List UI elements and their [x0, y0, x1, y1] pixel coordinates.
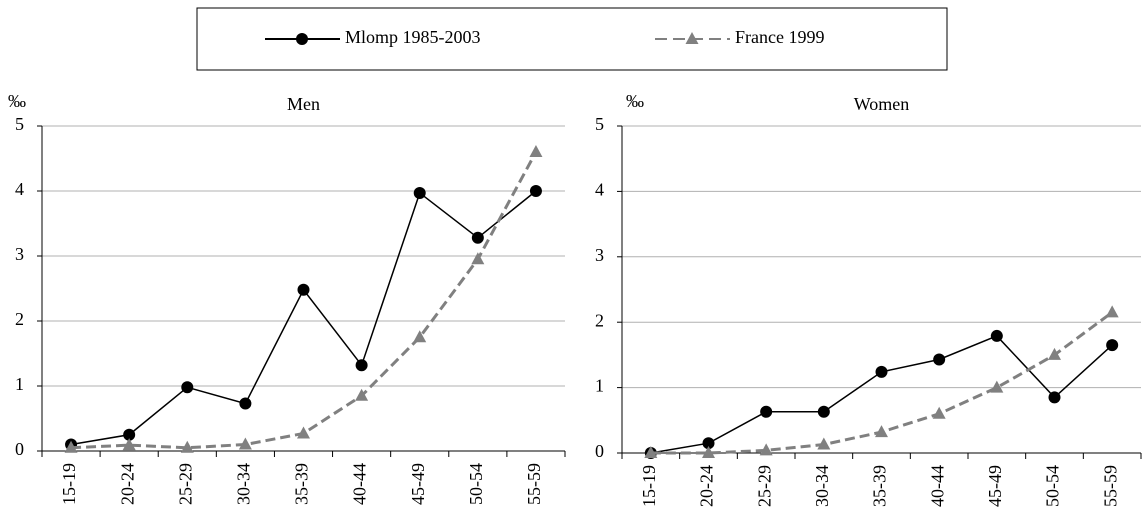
- triangle-marker: [702, 446, 715, 458]
- circle-marker: [529, 185, 542, 197]
- circle-marker: [123, 428, 136, 441]
- triangle-marker: [122, 438, 136, 451]
- x-tick-label: 30-34: [812, 465, 832, 507]
- x-tick-label: 35-39: [292, 463, 312, 505]
- y-tick-label: 3: [595, 245, 604, 265]
- circle-marker: [933, 353, 946, 366]
- triangle-marker: [297, 426, 310, 439]
- circle-marker: [1048, 391, 1061, 404]
- triangle-marker: [1048, 347, 1061, 360]
- x-tick-label: 40-44: [927, 465, 947, 507]
- circle-marker: [702, 437, 715, 450]
- y-tick-label: 0: [15, 439, 24, 459]
- triangle-marker: [685, 32, 699, 44]
- triangle-marker: [759, 443, 773, 456]
- triangle-marker: [180, 440, 194, 453]
- triangle-marker: [817, 437, 831, 450]
- y-axis-label: ‰: [626, 91, 644, 111]
- x-tick-label: 50-54: [466, 463, 486, 505]
- legend-label: Mlomp 1985-2003: [345, 27, 481, 47]
- x-tick-label: 55-59: [524, 463, 544, 505]
- y-tick-label: 5: [595, 114, 604, 134]
- x-tick-label: 50-54: [1043, 465, 1063, 507]
- x-tick-label: 40-44: [350, 463, 370, 505]
- triangle-marker: [644, 446, 658, 458]
- triangle-marker: [990, 380, 1004, 393]
- circle-marker: [297, 283, 310, 296]
- series-line: [70, 190, 537, 446]
- y-tick-label: 2: [595, 310, 604, 330]
- circle-marker: [355, 359, 368, 372]
- triangle-marker: [238, 437, 252, 450]
- y-tick-label: 1: [15, 374, 24, 394]
- x-tick-label: 25-29: [754, 465, 774, 507]
- series-line: [70, 151, 538, 450]
- x-tick-label: 55-59: [1100, 465, 1120, 507]
- y-tick-label: 2: [15, 309, 24, 329]
- y-tick-label: 4: [15, 179, 24, 199]
- x-tick-label: 45-49: [408, 463, 428, 505]
- triangle-marker: [64, 440, 78, 453]
- circle-marker: [817, 405, 830, 418]
- triangle-marker: [529, 145, 543, 157]
- x-tick-label: 20-24: [697, 465, 717, 507]
- x-tick-label: 35-39: [870, 465, 890, 507]
- y-tick-label: 4: [595, 180, 604, 200]
- circle-marker: [296, 33, 308, 45]
- x-tick-label: 45-49: [985, 465, 1005, 507]
- triangle-marker: [875, 425, 888, 438]
- triangle-marker: [1105, 305, 1119, 318]
- x-tick-label: 15-19: [639, 465, 659, 507]
- circle-marker: [181, 381, 194, 394]
- triangle-marker: [413, 330, 427, 343]
- circle-marker: [471, 231, 484, 244]
- triangle-marker: [932, 406, 946, 419]
- chart-title: Women: [854, 94, 910, 114]
- x-tick-label: 25-29: [175, 463, 195, 505]
- chart-title: Men: [287, 94, 320, 114]
- legend-label: France 1999: [735, 27, 824, 47]
- y-axis-label: ‰: [8, 91, 26, 111]
- triangle-marker: [471, 252, 485, 265]
- y-tick-label: 1: [595, 376, 604, 396]
- x-tick-label: 30-34: [234, 463, 254, 505]
- triangle-marker: [355, 388, 369, 401]
- circle-marker: [760, 405, 773, 418]
- circle-marker: [990, 329, 1003, 342]
- circle-marker: [875, 365, 888, 378]
- y-tick-label: 5: [15, 114, 24, 134]
- circle-marker: [1106, 339, 1119, 352]
- y-tick-label: 0: [595, 441, 604, 461]
- x-tick-label: 20-24: [117, 463, 137, 505]
- circle-marker: [413, 186, 426, 199]
- circle-marker: [239, 397, 252, 410]
- y-tick-label: 3: [15, 244, 24, 264]
- x-tick-label: 15-19: [59, 463, 79, 505]
